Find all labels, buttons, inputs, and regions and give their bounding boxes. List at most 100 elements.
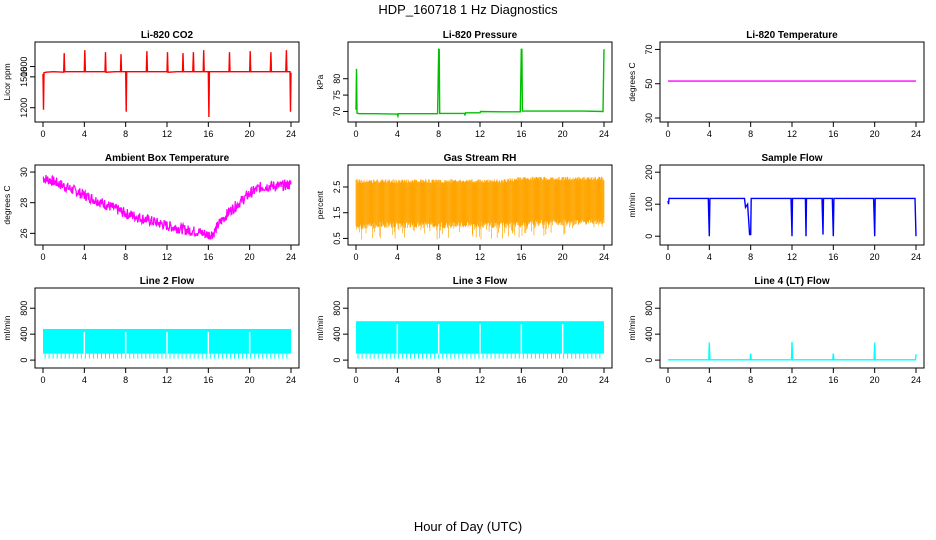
x-tick-label: 20 bbox=[870, 375, 880, 385]
x-tick-label: 20 bbox=[245, 252, 255, 262]
x-tick-label: 4 bbox=[707, 252, 712, 262]
x-tick-label: 12 bbox=[475, 129, 485, 139]
figure-title: HDP_160718 1 Hz Diagnostics bbox=[378, 2, 558, 17]
x-tick-label: 16 bbox=[203, 252, 213, 262]
series-line bbox=[667, 197, 917, 237]
x-tick-label: 0 bbox=[40, 129, 45, 139]
y-tick-label: 800 bbox=[19, 301, 29, 316]
x-tick-label: 4 bbox=[82, 129, 87, 139]
x-tick-label: 12 bbox=[475, 252, 485, 262]
x-tick-label: 0 bbox=[665, 252, 670, 262]
y-tick-label: 0 bbox=[19, 358, 29, 363]
x-tick-label: 12 bbox=[787, 129, 797, 139]
plot-frame bbox=[34, 287, 300, 369]
x-tick-label: 12 bbox=[787, 375, 797, 385]
x-tick-label: 0 bbox=[353, 129, 358, 139]
panel-title: Li-820 CO2 bbox=[141, 30, 194, 41]
x-tick-label: 8 bbox=[748, 252, 753, 262]
y-axis-label: Licor ppm bbox=[2, 63, 12, 100]
x-tick-label: 4 bbox=[395, 129, 400, 139]
x-tick-label: 4 bbox=[82, 252, 87, 262]
x-tick-label: 4 bbox=[707, 375, 712, 385]
x-tick-label: 20 bbox=[558, 252, 568, 262]
x-tick-label: 24 bbox=[911, 375, 921, 385]
y-axis-label: degrees C bbox=[2, 185, 12, 224]
x-tick-label: 24 bbox=[911, 252, 921, 262]
x-tick-label: 24 bbox=[599, 129, 609, 139]
x-tick-label: 20 bbox=[870, 129, 880, 139]
y-axis-label: ml/min bbox=[315, 315, 325, 340]
series-line bbox=[355, 48, 605, 119]
plot-frame bbox=[659, 41, 925, 123]
panel-title: Sample Flow bbox=[761, 153, 822, 164]
x-tick-label: 16 bbox=[516, 375, 526, 385]
y-tick-label: 1.5 bbox=[332, 206, 342, 219]
x-tick-label: 20 bbox=[870, 252, 880, 262]
plot-frame bbox=[34, 164, 300, 246]
x-tick-label: 20 bbox=[558, 375, 568, 385]
x-tick-label: 24 bbox=[286, 129, 296, 139]
plot-frame bbox=[347, 41, 613, 123]
x-tick-label: 16 bbox=[203, 129, 213, 139]
panel-6: Sample Flow ml/min 0 4 8 12 16 20 24 0 100 200 bbox=[627, 153, 925, 262]
x-tick-label: 12 bbox=[475, 375, 485, 385]
y-tick-label: 70 bbox=[644, 44, 654, 54]
y-tick-label: 30 bbox=[19, 167, 29, 177]
panel-2: Li-820 Pressure kPa 0 4 8 12 16 20 24 70 75 80 bbox=[315, 30, 613, 139]
y-tick-label: 1500 bbox=[19, 67, 29, 87]
y-tick-label: 0 bbox=[644, 234, 654, 239]
x-tick-label: 20 bbox=[558, 129, 568, 139]
panel-8: Line 3 Flow ml/min 0 4 8 12 16 20 24 0 400 800 bbox=[315, 276, 613, 385]
series-band bbox=[42, 174, 292, 240]
y-axis-label: ml/min bbox=[2, 315, 12, 340]
x-tick-label: 0 bbox=[353, 375, 358, 385]
panel-title: Line 4 (LT) Flow bbox=[754, 276, 830, 287]
y-tick-label: 2.5 bbox=[332, 181, 342, 194]
x-tick-label: 24 bbox=[599, 252, 609, 262]
x-tick-label: 12 bbox=[787, 252, 797, 262]
x-tick-label: 20 bbox=[245, 375, 255, 385]
x-tick-label: 4 bbox=[82, 375, 87, 385]
y-tick-label: 800 bbox=[644, 301, 654, 316]
y-tick-label: 70 bbox=[332, 106, 342, 116]
y-axis-label: kPa bbox=[315, 74, 325, 89]
panel-title: Gas Stream RH bbox=[444, 153, 517, 164]
y-tick-label: 1600 bbox=[19, 57, 29, 77]
panel-5: Gas Stream RH percent 0 4 8 12 16 20 24 0.5 1.5 2.5 bbox=[315, 153, 613, 262]
y-tick-label: 30 bbox=[644, 113, 654, 123]
x-tick-label: 24 bbox=[286, 252, 296, 262]
x-tick-label: 24 bbox=[599, 375, 609, 385]
x-tick-label: 12 bbox=[162, 252, 172, 262]
panel-title: Line 2 Flow bbox=[140, 276, 195, 287]
x-tick-label: 12 bbox=[162, 375, 172, 385]
x-tick-label: 16 bbox=[828, 252, 838, 262]
x-tick-label: 16 bbox=[828, 129, 838, 139]
panel-9: Line 4 (LT) Flow ml/min 0 4 8 12 16 20 24 0 400 800 bbox=[627, 276, 925, 385]
x-tick-label: 0 bbox=[40, 375, 45, 385]
y-tick-label: 75 bbox=[332, 90, 342, 100]
x-tick-label: 8 bbox=[748, 129, 753, 139]
y-tick-label: 400 bbox=[19, 327, 29, 342]
y-tick-label: 0.5 bbox=[332, 232, 342, 245]
y-tick-label: 28 bbox=[19, 198, 29, 208]
panel-title: Li-820 Temperature bbox=[746, 30, 838, 41]
x-tick-label: 0 bbox=[665, 129, 670, 139]
figure-xlabel: Hour of Day (UTC) bbox=[414, 519, 522, 534]
y-tick-label: 400 bbox=[644, 327, 654, 342]
x-tick-label: 8 bbox=[123, 252, 128, 262]
panel-title: Line 3 Flow bbox=[453, 276, 508, 287]
y-axis-label: ml/min bbox=[627, 315, 637, 340]
series-line bbox=[42, 50, 292, 118]
x-tick-label: 8 bbox=[748, 375, 753, 385]
x-tick-label: 16 bbox=[516, 252, 526, 262]
x-tick-label: 4 bbox=[707, 129, 712, 139]
x-tick-label: 24 bbox=[286, 375, 296, 385]
series-line bbox=[668, 341, 917, 361]
panel-title: Ambient Box Temperature bbox=[105, 153, 230, 164]
x-tick-label: 0 bbox=[40, 252, 45, 262]
x-tick-label: 0 bbox=[353, 252, 358, 262]
x-tick-label: 4 bbox=[395, 252, 400, 262]
y-tick-label: 80 bbox=[332, 74, 342, 84]
